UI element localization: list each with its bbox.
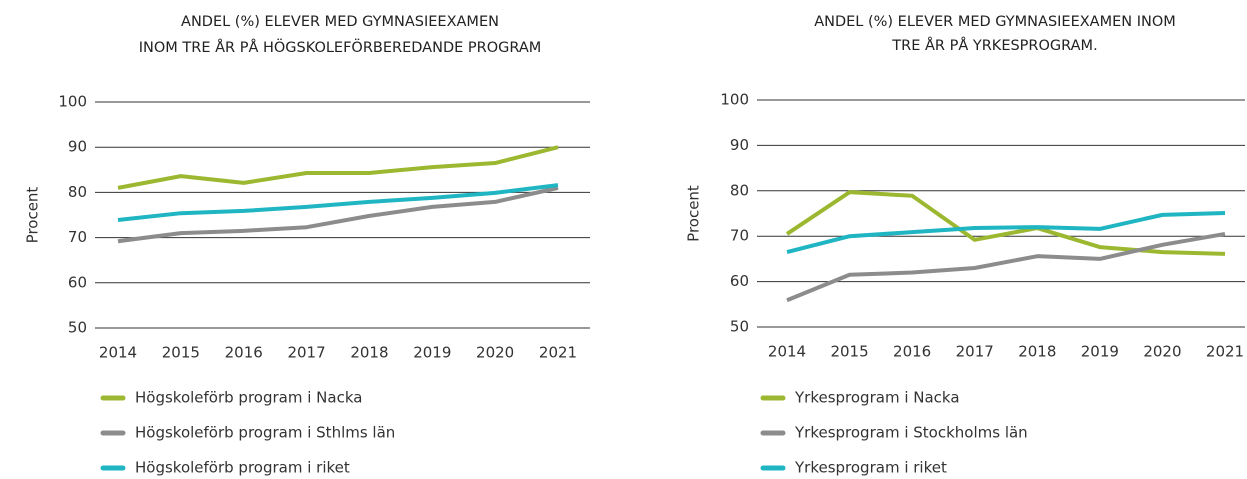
chart-title: TRE ÅR PÅ YRKESPROGRAM.: [891, 37, 1097, 54]
y-tick-label: 70: [68, 228, 87, 246]
data-line: [786, 211, 1226, 255]
legend-label: Högskoleförb program i Sthlms län: [135, 424, 395, 442]
x-tick-label: 2018: [1018, 343, 1056, 361]
x-tick-label: 2016: [225, 344, 263, 362]
y-tick-label: 70: [730, 227, 749, 245]
y-axis-label: Procent: [685, 185, 703, 242]
y-tick-label: 90: [730, 136, 749, 154]
x-tick-label: 2021: [1206, 343, 1244, 361]
chart-title: ANDEL (%) ELEVER MED GYMNASIEEXAMEN INOM: [814, 14, 1176, 30]
y-axis-label: Procent: [24, 187, 42, 244]
y-tick-label: 100: [58, 93, 87, 111]
y-tick-label: 60: [730, 272, 749, 290]
x-tick-label: 2019: [413, 344, 451, 362]
x-tick-label: 2015: [162, 344, 200, 362]
chart-title: ANDEL (%) ELEVER MED GYMNASIEEXAMEN: [181, 14, 499, 30]
x-tick-label: 2016: [893, 343, 931, 361]
data-line: [117, 185, 559, 244]
x-tick-label: 2017: [287, 344, 325, 362]
y-tick-label: 90: [68, 138, 87, 156]
x-tick-label: 2021: [539, 344, 577, 362]
data-line: [786, 231, 1226, 303]
y-tick-label: 50: [730, 318, 749, 336]
legend-label: Yrkesprogram i riket: [794, 459, 947, 477]
y-tick-label: 60: [68, 273, 87, 291]
legend-label: Yrkesprogram i Nacka: [794, 389, 960, 407]
x-tick-label: 2020: [476, 344, 514, 362]
data-line: [117, 183, 559, 222]
x-tick-label: 2018: [350, 344, 388, 362]
legend-label: Högskoleförb program i riket: [135, 459, 350, 477]
legend-label: Högskoleförb program i Nacka: [135, 389, 362, 407]
chart-title: INOM TRE ÅR PÅ HÖGSKOLEFÖRBEREDANDE PROG…: [139, 38, 542, 56]
x-tick-label: 2014: [768, 343, 806, 361]
data-line: [785, 190, 1226, 256]
x-tick-label: 2015: [830, 343, 868, 361]
x-tick-label: 2014: [99, 344, 137, 362]
x-tick-label: 2020: [1143, 343, 1181, 361]
y-tick-label: 80: [68, 183, 87, 201]
data-line: [117, 145, 559, 190]
y-tick-label: 50: [68, 319, 87, 337]
legend-label: Yrkesprogram i Stockholms län: [794, 424, 1028, 442]
y-tick-label: 100: [720, 91, 749, 109]
x-tick-label: 2019: [1081, 343, 1119, 361]
y-tick-label: 80: [730, 181, 749, 199]
x-tick-label: 2017: [956, 343, 994, 361]
